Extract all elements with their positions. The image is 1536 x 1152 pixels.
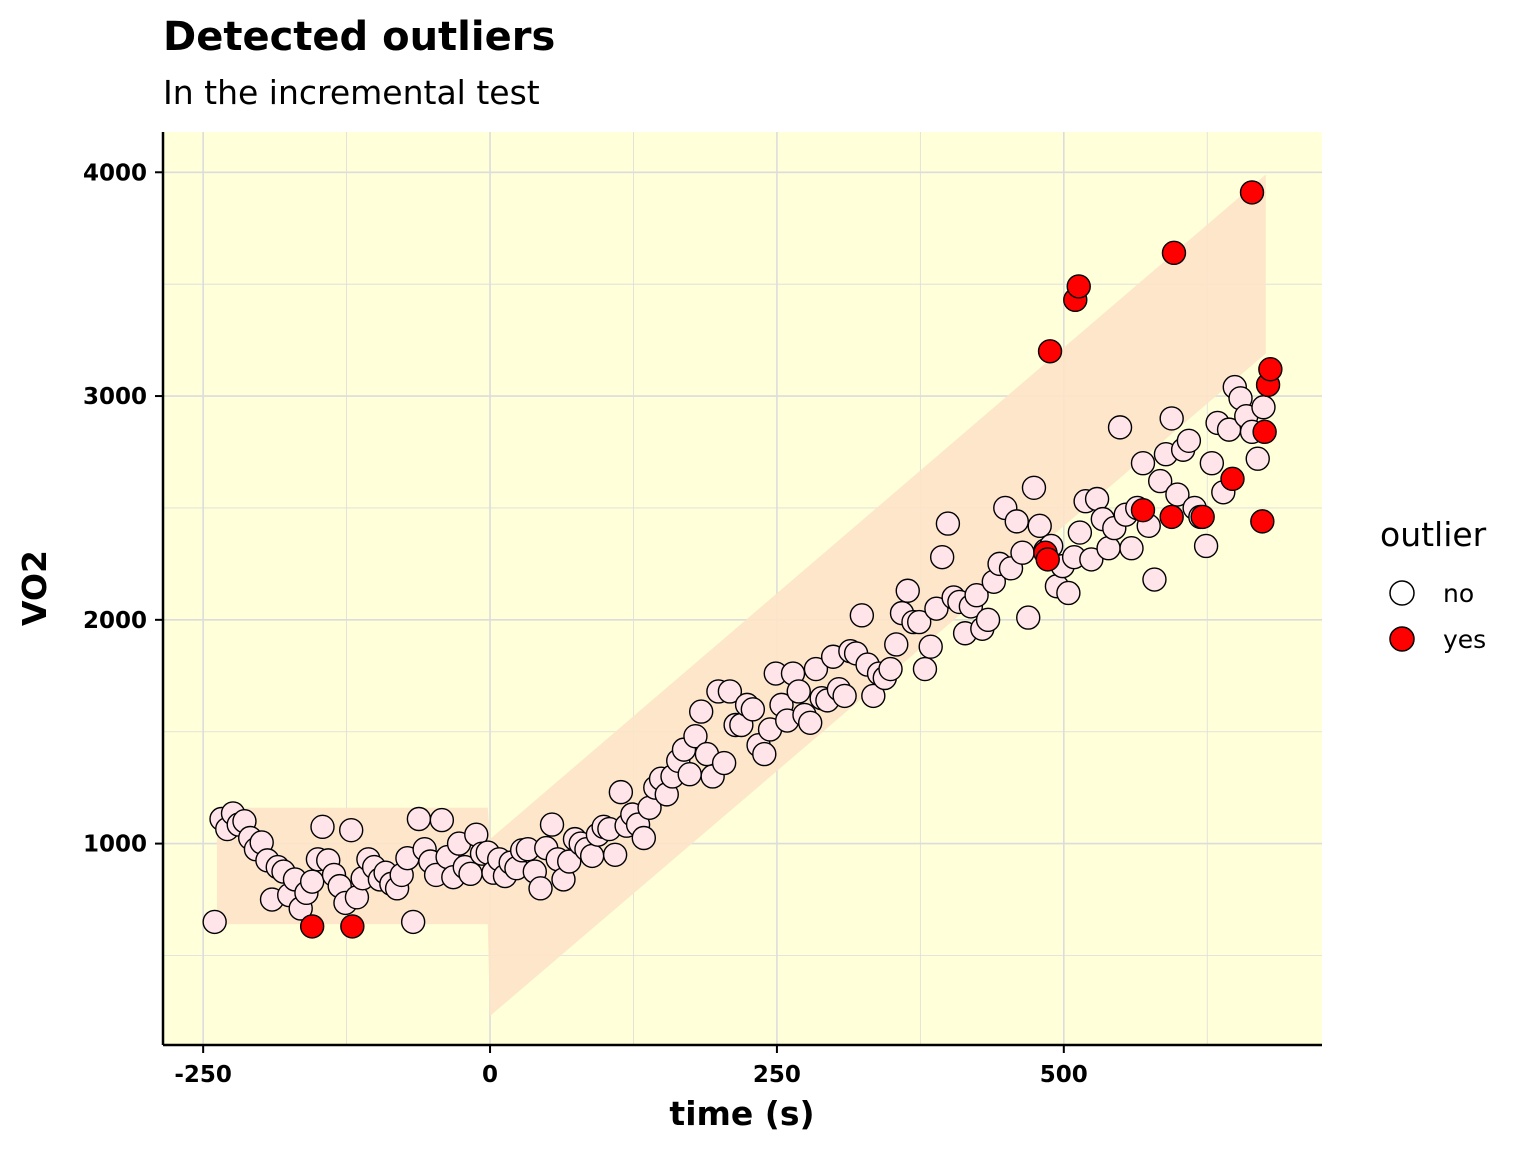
point-no [400, 909, 426, 935]
point-yes [1258, 357, 1283, 382]
point-no [310, 814, 335, 840]
point-no [631, 825, 657, 851]
point-no [1147, 468, 1173, 494]
point-yes [1161, 240, 1187, 266]
data-points [202, 180, 1283, 939]
y-tick-label: 1000 [83, 832, 147, 858]
x-axis-ticks: -250 0 250 500 [174, 1045, 1088, 1088]
point-no [1010, 540, 1035, 565]
point-no [1251, 395, 1276, 420]
point-yes [340, 914, 365, 939]
y-axis-title: VO2 [15, 550, 54, 626]
point-no [1130, 450, 1156, 476]
point-no [786, 679, 811, 704]
point-yes [1066, 274, 1091, 299]
point-no [1067, 520, 1093, 545]
y-tick-label: 3000 [83, 384, 147, 410]
point-no [1142, 567, 1167, 592]
point-no [202, 909, 227, 935]
point-no [895, 578, 920, 603]
legend-label-no: no [1443, 579, 1474, 608]
point-yes [1252, 419, 1277, 445]
point-no [907, 609, 932, 635]
point-yes [1190, 504, 1215, 530]
point-no [717, 679, 743, 704]
point-no [429, 807, 455, 833]
point-yes [299, 914, 325, 939]
point-no [1016, 605, 1041, 630]
x-axis-title: time (s) [669, 1094, 814, 1133]
point-no [1159, 406, 1184, 431]
legend-title: outlier [1380, 515, 1487, 554]
x-tick-label: 0 [482, 1062, 498, 1088]
point-yes [1159, 504, 1184, 530]
y-axis-ticks: 1000 2000 3000 4000 [83, 160, 163, 858]
point-no [924, 596, 949, 621]
point-no [602, 842, 628, 867]
point-no [1096, 536, 1121, 561]
point-no [677, 762, 702, 787]
x-tick-label: 500 [1040, 1062, 1088, 1088]
point-no [918, 634, 943, 659]
point-no [688, 699, 714, 724]
point-no [608, 779, 634, 805]
point-yes [1220, 466, 1245, 492]
point-no [1084, 486, 1110, 512]
point-no [299, 869, 325, 894]
point-no [861, 683, 886, 709]
point-no [1079, 547, 1104, 572]
point-no [964, 583, 989, 608]
point-no [1004, 509, 1029, 534]
point-no [683, 723, 708, 749]
point-no [1165, 482, 1190, 507]
x-tick-label: 250 [753, 1062, 801, 1088]
point-no [912, 656, 938, 682]
point-no [884, 632, 909, 657]
point-no [1021, 475, 1047, 501]
point-no [832, 683, 857, 709]
point-no [1107, 415, 1133, 440]
point-yes [1035, 547, 1060, 572]
point-no [539, 812, 565, 837]
chart-title: Detected outliers [163, 14, 555, 60]
point-no [975, 607, 1001, 633]
y-tick-label: 4000 [83, 160, 147, 186]
point-no [878, 656, 903, 682]
point-no [1176, 428, 1202, 454]
point-yes [1037, 339, 1063, 364]
point-no [740, 697, 766, 722]
point-no [752, 741, 777, 767]
point-no [798, 710, 823, 735]
point-no [1199, 450, 1225, 476]
point-no [935, 511, 961, 536]
point-no [458, 861, 483, 887]
point-no [1119, 536, 1144, 561]
point-no [557, 849, 582, 874]
point-no [929, 544, 955, 570]
point-no [528, 876, 553, 901]
point-no [1245, 446, 1270, 471]
y-tick-label: 2000 [83, 608, 147, 634]
legend-key-yes [1389, 626, 1415, 652]
legend-key-no [1389, 580, 1415, 606]
point-no [1193, 533, 1219, 559]
legend: outlier no yes [1380, 515, 1487, 654]
point-no [1027, 513, 1052, 539]
chart-subtitle: In the incremental test [163, 73, 540, 112]
point-no [803, 656, 829, 682]
point-no [579, 843, 605, 869]
point-no [711, 750, 737, 776]
point-no [338, 817, 364, 843]
point-no [849, 603, 875, 628]
x-tick-label: -250 [174, 1062, 232, 1088]
legend-label-yes: yes [1443, 625, 1486, 654]
point-yes [1239, 180, 1265, 205]
point-no [406, 806, 432, 832]
point-yes [1130, 497, 1156, 523]
point-no [1056, 580, 1081, 606]
point-yes [1250, 509, 1275, 534]
